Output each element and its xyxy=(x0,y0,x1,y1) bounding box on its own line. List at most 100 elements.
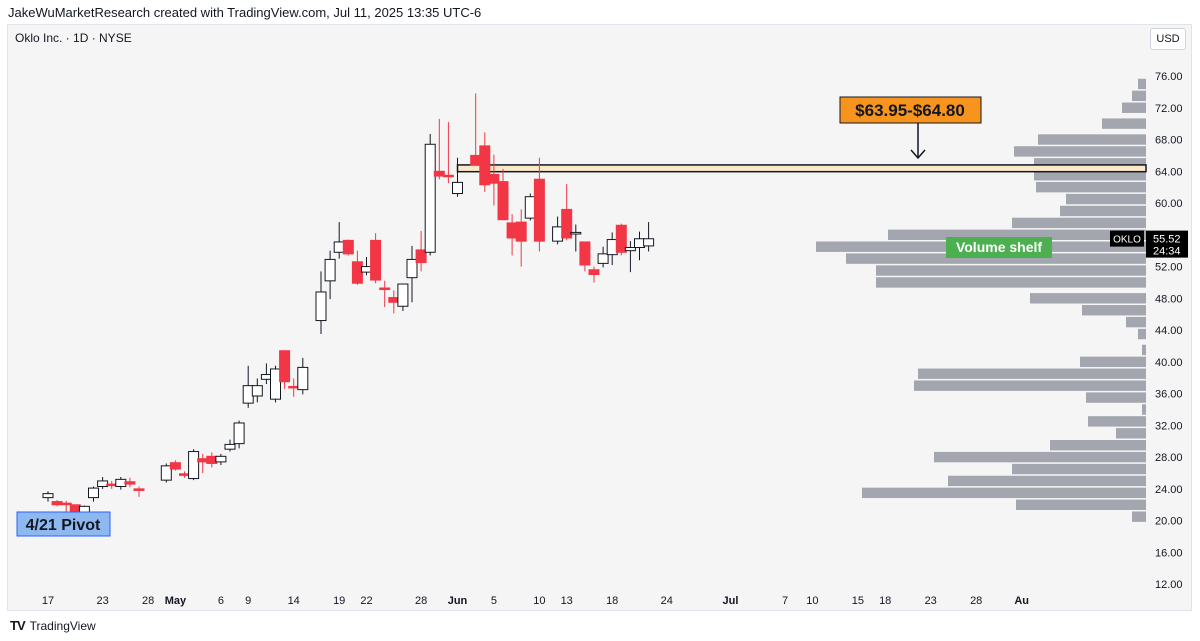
y-tick-label: 12.00 xyxy=(1155,579,1183,591)
price-badge xyxy=(1146,230,1188,258)
candle[interactable] xyxy=(624,241,636,273)
pivot-label: 4/21 Pivot xyxy=(26,517,101,534)
candle[interactable] xyxy=(197,453,209,473)
candle[interactable] xyxy=(342,239,354,256)
candle[interactable] xyxy=(224,439,236,452)
candle[interactable] xyxy=(160,463,172,483)
candle[interactable] xyxy=(88,486,99,502)
x-tick-label: 28 xyxy=(415,595,427,607)
candle[interactable] xyxy=(297,357,309,395)
symbol-title[interactable]: Oklo Inc. · 1D · NYSE xyxy=(15,31,132,45)
candle[interactable] xyxy=(379,280,391,308)
candle[interactable] xyxy=(42,491,54,502)
candle[interactable] xyxy=(242,365,254,408)
candle[interactable] xyxy=(506,214,518,256)
candle[interactable] xyxy=(479,132,491,192)
candle[interactable] xyxy=(561,183,573,241)
candle-body xyxy=(506,222,518,239)
candle-body xyxy=(251,385,263,397)
candle[interactable] xyxy=(279,350,291,389)
resistance-zone[interactable] xyxy=(456,164,1147,173)
candle[interactable] xyxy=(497,168,509,221)
candle[interactable] xyxy=(433,118,445,180)
x-tick-label: 6 xyxy=(218,595,224,607)
candle[interactable] xyxy=(115,476,127,490)
y-tick-label: 64.00 xyxy=(1155,166,1183,178)
candle-body xyxy=(643,238,655,247)
candle-body xyxy=(297,366,309,391)
y-tick-label: 68.00 xyxy=(1155,135,1183,147)
volume-profile-bar xyxy=(1060,205,1146,217)
candle[interactable] xyxy=(51,499,63,507)
candle[interactable] xyxy=(270,365,281,403)
candle[interactable] xyxy=(452,157,463,197)
candle[interactable] xyxy=(606,232,618,265)
pivot-label-box[interactable] xyxy=(16,511,111,537)
candle[interactable] xyxy=(106,480,118,489)
candle-body xyxy=(433,170,445,177)
candle[interactable] xyxy=(415,230,427,272)
candle[interactable] xyxy=(424,133,436,256)
candle[interactable] xyxy=(60,500,72,514)
candle[interactable] xyxy=(588,266,600,283)
chart-frame xyxy=(7,24,1192,611)
x-tick-label: 7 xyxy=(782,595,788,607)
candle[interactable] xyxy=(233,420,245,449)
volume-shelf-box[interactable] xyxy=(946,237,1052,258)
volume-profile-bar xyxy=(1014,146,1146,157)
x-tick-label: 19 xyxy=(333,595,345,607)
candle[interactable] xyxy=(206,452,218,468)
candle[interactable] xyxy=(251,378,263,403)
candle[interactable] xyxy=(124,477,136,488)
volume-profile-bar xyxy=(1086,392,1146,403)
candle-body xyxy=(97,480,109,487)
candle-body xyxy=(279,350,291,383)
x-tick-label: Jun xyxy=(448,595,468,607)
ticker-label: OKLO xyxy=(1113,235,1141,246)
candle[interactable] xyxy=(488,154,500,206)
y-tick-label: 40.00 xyxy=(1155,357,1183,369)
arrow-head-icon xyxy=(910,149,926,160)
candle-body xyxy=(415,249,427,264)
candle[interactable] xyxy=(324,250,336,300)
candle[interactable] xyxy=(215,453,227,466)
y-tick-label: 24.00 xyxy=(1155,484,1183,496)
candle[interactable] xyxy=(388,290,400,314)
volume-profile-bar xyxy=(1030,293,1146,304)
candle[interactable] xyxy=(333,222,345,259)
candle[interactable] xyxy=(570,224,582,252)
candle-body xyxy=(579,241,591,266)
currency-button[interactable]: USD xyxy=(1150,28,1186,50)
candle[interactable] xyxy=(515,209,527,267)
candle[interactable] xyxy=(442,122,454,184)
candle-body xyxy=(42,493,54,499)
candle[interactable] xyxy=(179,471,190,478)
candle[interactable] xyxy=(133,486,145,497)
candle-body xyxy=(124,481,136,485)
candle[interactable] xyxy=(370,233,382,284)
candle[interactable] xyxy=(615,223,627,256)
candle[interactable] xyxy=(643,222,655,252)
candle[interactable] xyxy=(397,283,409,312)
candle[interactable] xyxy=(97,476,109,489)
resistance-label-box[interactable] xyxy=(839,96,982,124)
candle[interactable] xyxy=(260,363,272,385)
candle[interactable] xyxy=(288,378,300,397)
candle[interactable] xyxy=(579,241,591,272)
candle[interactable] xyxy=(169,460,181,471)
candle[interactable] xyxy=(361,257,372,276)
candle[interactable] xyxy=(315,271,327,335)
candle-body xyxy=(524,196,536,219)
candle[interactable] xyxy=(188,449,200,481)
candle[interactable] xyxy=(470,93,482,166)
candle[interactable] xyxy=(533,157,545,252)
candle[interactable] xyxy=(634,231,645,261)
candle[interactable] xyxy=(597,246,609,268)
candle[interactable] xyxy=(406,245,418,303)
volume-profile-bar xyxy=(1034,158,1146,169)
footer-brand[interactable]: TV TradingView xyxy=(10,618,96,633)
candle[interactable] xyxy=(351,250,363,285)
candle[interactable] xyxy=(552,216,564,245)
candle[interactable] xyxy=(524,193,536,221)
